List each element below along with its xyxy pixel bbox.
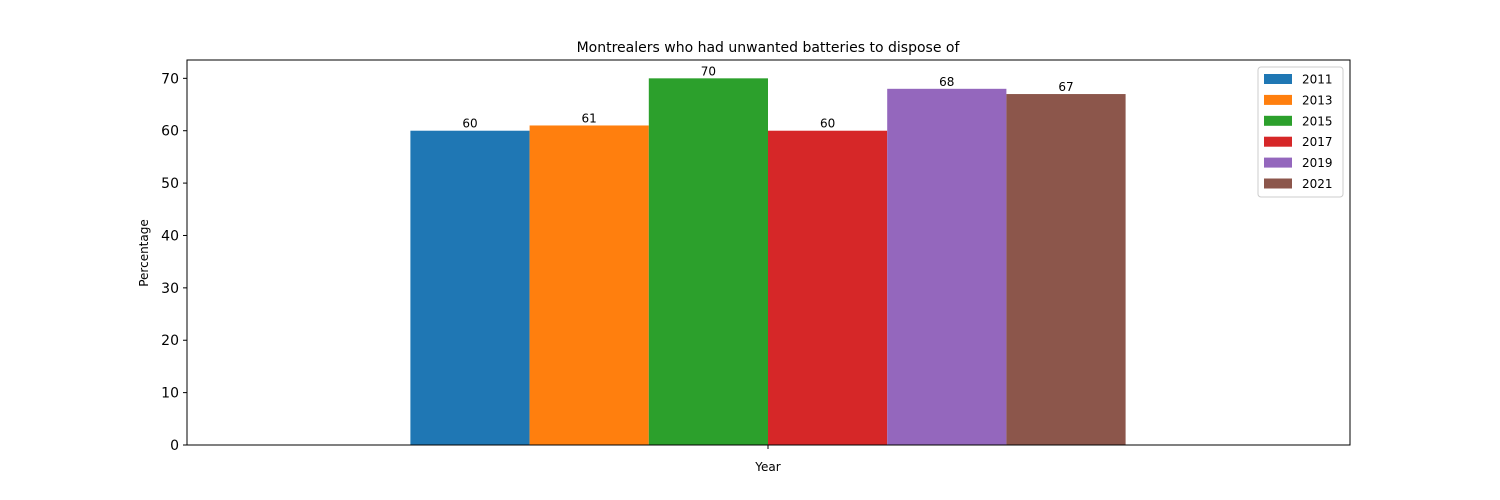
legend-label-2019: 2019 <box>1302 156 1333 170</box>
y-tick-label: 60 <box>161 124 179 140</box>
data-label-2015: 70 <box>701 64 716 78</box>
bar-2017 <box>768 130 888 445</box>
legend-swatch-2011 <box>1264 74 1292 84</box>
y-tick-label: 10 <box>161 386 179 402</box>
data-label-2011: 60 <box>462 117 477 131</box>
y-tick-label: 0 <box>170 438 179 454</box>
legend-label-2013: 2013 <box>1302 93 1333 107</box>
y-tick-label: 40 <box>161 228 179 244</box>
legend-label-2011: 2011 <box>1302 73 1333 87</box>
data-label-2013: 61 <box>582 111 597 125</box>
legend-swatch-2021 <box>1264 178 1292 189</box>
legend-label-2017: 2017 <box>1302 135 1333 149</box>
bars-group <box>410 78 1126 446</box>
y-tick-label: 30 <box>161 281 179 297</box>
data-label-2017: 60 <box>820 117 835 131</box>
x-axis-label: Year <box>754 460 780 474</box>
legend-swatch-2015 <box>1264 115 1292 126</box>
legend-label-2015: 2015 <box>1302 114 1333 128</box>
legend-swatch-2013 <box>1264 94 1292 105</box>
data-label-2019: 68 <box>939 75 954 89</box>
data-label-2021: 67 <box>1058 80 1073 94</box>
y-tick-label: 50 <box>161 176 179 192</box>
bar-2011 <box>410 130 530 445</box>
y-axis-label: Percentage <box>137 219 151 287</box>
chart-title: Montrealers who had unwanted batteries t… <box>577 40 961 56</box>
legend: 2011 2013 2015 2017 2019 2021 <box>1257 66 1344 198</box>
legend-swatch-2017 <box>1264 136 1292 147</box>
y-tick-label: 70 <box>161 71 179 87</box>
bar-2015 <box>648 78 768 445</box>
bar-2013 <box>529 125 649 445</box>
legend-label-2021: 2021 <box>1302 177 1333 191</box>
y-tick-label: 20 <box>161 333 179 349</box>
data-labels-group: 60 61 70 60 68 67 <box>462 64 1073 130</box>
legend-swatch-2019 <box>1264 157 1292 168</box>
y-axis: 0 10 20 30 40 50 60 70 <box>161 71 187 454</box>
bar-2021 <box>1006 94 1126 446</box>
bar-2019 <box>887 88 1007 446</box>
